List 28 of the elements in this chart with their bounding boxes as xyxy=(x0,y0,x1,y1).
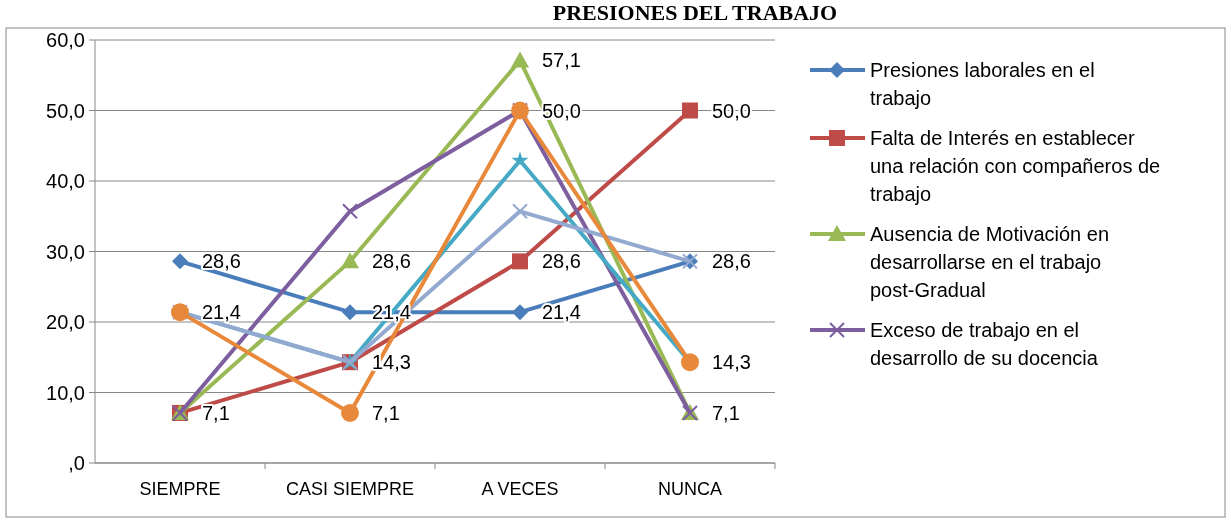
chart-title: PRESIONES DEL TRABAJO xyxy=(552,0,838,25)
y-tick-label: 20,0 xyxy=(46,311,85,333)
y-tick-label: ,0 xyxy=(68,452,85,474)
data-label: 57,1 xyxy=(542,49,581,72)
data-label: 28,6 xyxy=(542,250,581,273)
legend-label: Ausencia de Motivación en desarrollarse en el trabajo post-Gradual xyxy=(870,223,1110,301)
data-label: 50,0 xyxy=(712,99,751,122)
data-label: 14,3 xyxy=(712,351,751,374)
data-label: 28,6 xyxy=(202,250,241,273)
data-label: 21,4 xyxy=(542,301,581,324)
data-label: 28,6 xyxy=(712,250,751,273)
y-tick-label: 60,0 xyxy=(46,29,85,51)
y-tick-label: 40,0 xyxy=(46,170,85,192)
y-tick-label: 50,0 xyxy=(46,99,85,122)
legend-label: Exceso de trabajo en el desarrollo de su docencia xyxy=(870,319,1099,369)
data-label: 7,1 xyxy=(712,401,740,424)
y-tick-label: 10,0 xyxy=(46,381,85,404)
data-label: 7,1 xyxy=(202,401,230,424)
x-tick-label: A VECES xyxy=(481,479,559,499)
data-label: 28,6 xyxy=(372,250,411,273)
data-label: 21,4 xyxy=(202,301,241,324)
x-tick-label: SIEMPRE xyxy=(139,479,221,499)
y-tick-label: 30,0 xyxy=(46,240,85,263)
legend-label: Presiones laborales en el trabajo xyxy=(870,59,1095,109)
x-tick-label: NUNCA xyxy=(657,479,723,499)
legend-label: Falta de Interés en establecer una relación con compañeros de trabajo xyxy=(870,127,1161,205)
x-tick-label: CASI SIEMPRE xyxy=(285,479,415,499)
data-label: 7,1 xyxy=(372,401,400,424)
